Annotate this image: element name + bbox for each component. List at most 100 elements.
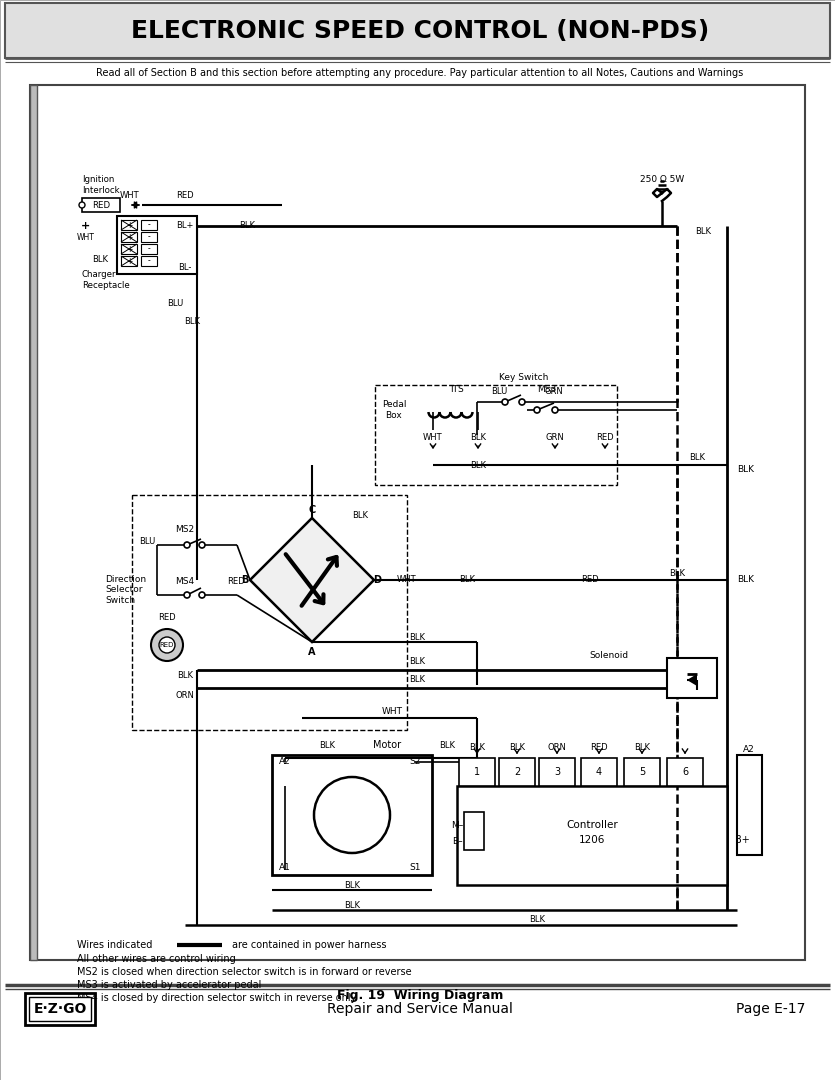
Text: GRN: GRN	[544, 388, 564, 396]
Text: +: +	[126, 232, 132, 242]
Bar	[457, 786, 727, 885]
Text: -: -	[148, 220, 150, 230]
Text: 250 Ω 5W: 250 Ω 5W	[640, 175, 684, 185]
Text: MS4: MS4	[175, 578, 195, 586]
Bar	[121, 220, 137, 230]
Bar	[30, 85, 805, 960]
Text: BL-: BL-	[179, 262, 192, 271]
Text: All other wires are control wiring: All other wires are control wiring	[77, 954, 235, 964]
Bar	[121, 256, 137, 266]
Text: BLK: BLK	[439, 741, 455, 750]
Text: BLK: BLK	[689, 454, 705, 462]
Text: 4: 4	[596, 767, 602, 777]
Text: +: +	[81, 221, 91, 231]
Circle shape	[199, 542, 205, 548]
Text: RED: RED	[159, 642, 175, 648]
Text: +: +	[126, 220, 132, 230]
Text: BL+: BL+	[176, 221, 194, 230]
Text: 3: 3	[554, 767, 560, 777]
Text: BLK: BLK	[469, 743, 485, 752]
Bar	[30, 85, 37, 960]
Bar	[141, 232, 157, 242]
Text: 2: 2	[514, 767, 520, 777]
Text: BLK: BLK	[695, 228, 711, 237]
Text: 1206: 1206	[579, 835, 605, 845]
Text: +: +	[126, 256, 132, 266]
Bar	[581, 758, 617, 786]
Circle shape	[184, 592, 190, 598]
Text: WHT: WHT	[120, 191, 139, 201]
Bar	[272, 755, 432, 875]
Text: -: -	[148, 232, 150, 242]
Text: BLK: BLK	[344, 880, 360, 890]
Text: B: B	[241, 575, 249, 585]
Text: A1: A1	[279, 864, 291, 873]
Bar	[5, 3, 830, 58]
Bar	[121, 232, 137, 242]
Text: BLK: BLK	[634, 743, 650, 752]
Bar	[121, 244, 137, 254]
Bar	[375, 384, 617, 485]
Bar	[737, 755, 762, 855]
Text: WHT: WHT	[77, 233, 95, 243]
Text: BLK: BLK	[409, 634, 425, 643]
Text: BLU: BLU	[167, 298, 183, 308]
Text: Solenoid: Solenoid	[590, 651, 629, 661]
Text: MS3: MS3	[538, 386, 557, 394]
Bar	[117, 216, 197, 274]
Text: Fig. 19  Wiring Diagram: Fig. 19 Wiring Diagram	[337, 988, 504, 1001]
Text: B–: B–	[453, 837, 463, 847]
Text: 5: 5	[639, 767, 645, 777]
Text: ELECTRONIC SPEED CONTROL (NON-PDS): ELECTRONIC SPEED CONTROL (NON-PDS)	[131, 19, 709, 43]
Text: 1: 1	[474, 767, 480, 777]
Text: RED: RED	[581, 576, 599, 584]
Text: BLU: BLU	[139, 538, 155, 546]
Text: BLK: BLK	[509, 743, 525, 752]
Text: BLK: BLK	[344, 901, 360, 909]
Text: ORN: ORN	[175, 690, 195, 700]
Text: RED: RED	[92, 201, 110, 210]
Text: BLK: BLK	[184, 318, 200, 326]
Polygon shape	[687, 674, 697, 686]
Text: BLK: BLK	[319, 741, 335, 750]
Text: MS2 is closed when direction selector switch is in forward or reverse: MS2 is closed when direction selector sw…	[77, 967, 412, 977]
Text: Motor: Motor	[373, 740, 401, 750]
Bar	[499, 758, 535, 786]
Circle shape	[502, 399, 508, 405]
Text: MS3 is activated by accelerator pedal: MS3 is activated by accelerator pedal	[77, 980, 261, 990]
Text: -: -	[148, 244, 150, 254]
Text: Controller: Controller	[566, 820, 618, 831]
Bar	[132, 495, 407, 730]
Text: BLK: BLK	[352, 511, 368, 519]
Text: BLK: BLK	[470, 433, 486, 443]
Text: Ignition
Interlock: Ignition Interlock	[82, 175, 119, 194]
Text: ITS: ITS	[450, 386, 464, 394]
Circle shape	[79, 202, 85, 208]
Polygon shape	[250, 518, 374, 642]
Text: Page E-17: Page E-17	[736, 1002, 805, 1016]
Bar	[464, 812, 484, 850]
Bar	[624, 758, 660, 786]
Circle shape	[534, 407, 540, 413]
Text: S2: S2	[409, 757, 421, 767]
Text: MS2: MS2	[175, 526, 195, 535]
Text: ORN: ORN	[548, 743, 566, 752]
Bar	[459, 758, 495, 786]
Bar	[141, 256, 157, 266]
Text: A2: A2	[279, 757, 291, 767]
Text: BLK: BLK	[239, 220, 255, 230]
Text: GRN: GRN	[545, 433, 564, 443]
Circle shape	[314, 777, 390, 853]
Text: BLK: BLK	[177, 671, 193, 679]
Circle shape	[199, 592, 205, 598]
Text: Read all of Section B and this section before attempting any procedure. Pay part: Read all of Section B and this section b…	[96, 68, 744, 78]
Text: 6: 6	[682, 767, 688, 777]
Text: are contained in power harness: are contained in power harness	[232, 940, 387, 950]
Circle shape	[552, 407, 558, 413]
Text: Wires indicated: Wires indicated	[77, 940, 152, 950]
Text: Charger
Receptacle: Charger Receptacle	[82, 270, 129, 289]
Text: WHT: WHT	[423, 433, 443, 443]
Text: WHT: WHT	[382, 707, 402, 716]
Text: E·Z·GO: E·Z·GO	[33, 1002, 87, 1016]
Text: M–: M–	[451, 821, 463, 829]
